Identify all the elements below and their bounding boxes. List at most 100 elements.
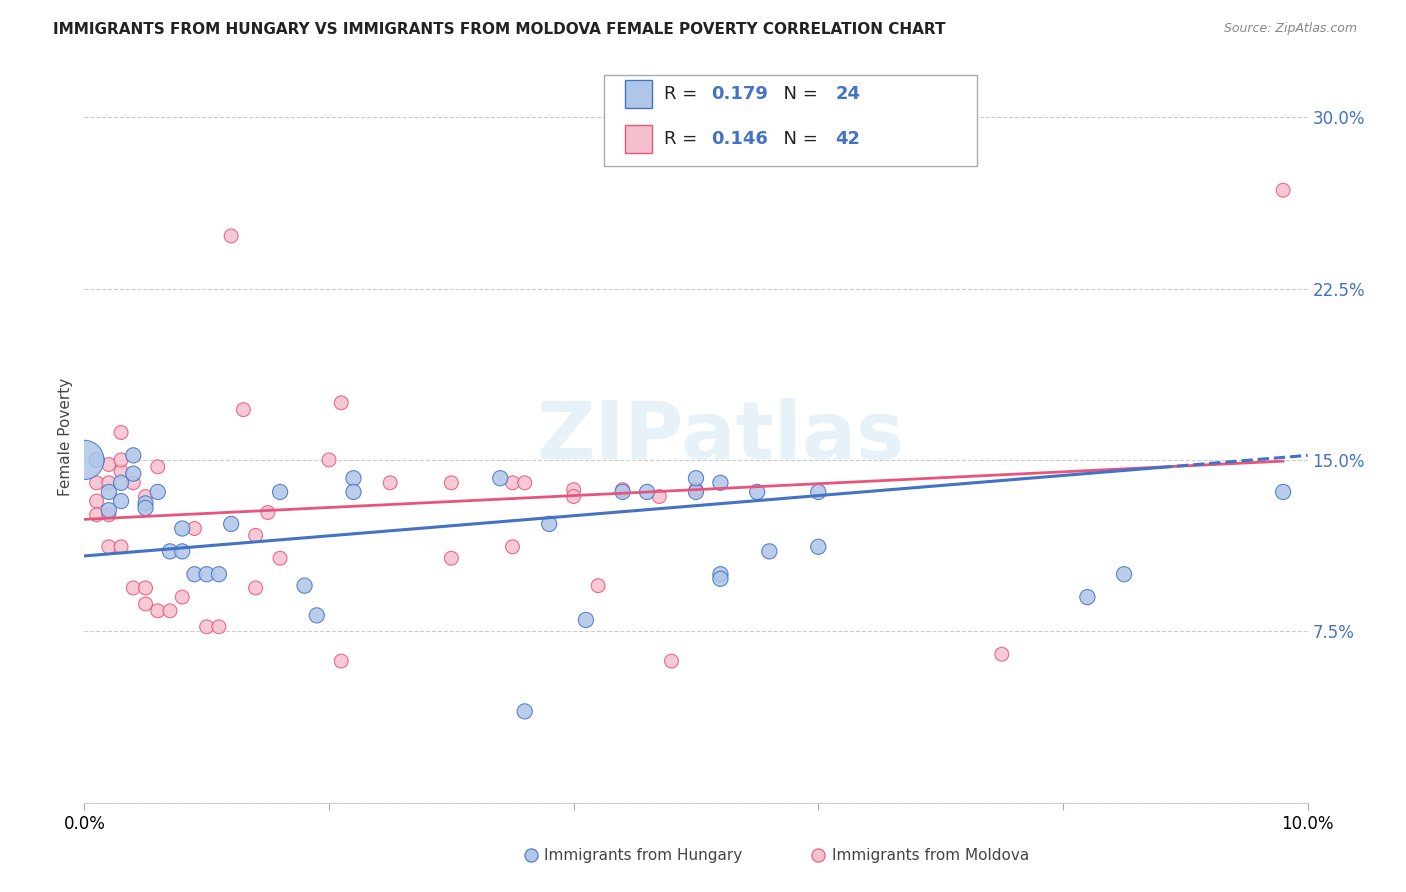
Point — [97, 485, 120, 500]
Point — [97, 458, 120, 472]
Text: N =: N = — [772, 130, 824, 148]
Text: 0.179: 0.179 — [710, 86, 768, 103]
Point — [159, 544, 181, 558]
Point — [183, 521, 205, 535]
Point — [709, 567, 731, 582]
Point — [122, 581, 145, 595]
Point — [97, 540, 120, 554]
Point — [172, 521, 194, 535]
Point — [305, 608, 328, 623]
Point — [807, 485, 830, 500]
Point — [953, 121, 976, 136]
Text: Immigrants from Moldova: Immigrants from Moldova — [832, 848, 1029, 863]
Point — [330, 654, 353, 668]
Point — [110, 464, 132, 478]
Point — [219, 229, 242, 244]
Point — [146, 485, 169, 500]
Text: R =: R = — [664, 86, 703, 103]
Point — [135, 490, 157, 504]
Point — [73, 453, 96, 467]
Point — [685, 471, 707, 485]
Point — [86, 508, 108, 522]
Point — [110, 494, 132, 508]
FancyBboxPatch shape — [626, 80, 652, 108]
Point — [648, 490, 671, 504]
Point — [330, 396, 353, 410]
Point — [636, 485, 658, 500]
FancyBboxPatch shape — [605, 75, 977, 167]
Point — [135, 496, 157, 510]
Point — [991, 647, 1014, 661]
Point — [538, 516, 561, 531]
Point — [513, 705, 536, 719]
Text: 24: 24 — [835, 86, 860, 103]
Point — [86, 475, 108, 490]
Point — [208, 567, 231, 582]
Point — [110, 425, 132, 440]
Point — [159, 604, 181, 618]
Point — [685, 485, 707, 500]
FancyBboxPatch shape — [626, 125, 652, 153]
Point — [172, 544, 194, 558]
Point — [245, 581, 267, 595]
Point — [1114, 567, 1136, 582]
Point — [380, 475, 402, 490]
Point — [110, 475, 132, 490]
Point — [135, 500, 157, 515]
Point — [758, 544, 780, 558]
Point — [342, 485, 364, 500]
Point — [1272, 183, 1295, 197]
Point — [1076, 590, 1098, 604]
Point — [110, 540, 132, 554]
Text: 0.146: 0.146 — [710, 130, 768, 148]
Point — [612, 485, 634, 500]
Point — [122, 475, 145, 490]
Text: 42: 42 — [835, 130, 860, 148]
Point — [122, 449, 145, 463]
Point — [257, 506, 280, 520]
Point — [97, 503, 120, 517]
Point — [110, 453, 132, 467]
Point — [747, 485, 769, 500]
Point — [232, 402, 254, 417]
Text: Immigrants from Hungary: Immigrants from Hungary — [544, 848, 742, 863]
Point — [183, 567, 205, 582]
Point — [86, 494, 108, 508]
Point — [489, 471, 512, 485]
Text: ZIPatlas: ZIPatlas — [536, 398, 904, 476]
Point — [269, 485, 291, 500]
Text: N =: N = — [772, 86, 824, 103]
Y-axis label: Female Poverty: Female Poverty — [58, 378, 73, 496]
Point — [208, 620, 231, 634]
Point — [195, 620, 218, 634]
Point — [342, 471, 364, 485]
Text: IMMIGRANTS FROM HUNGARY VS IMMIGRANTS FROM MOLDOVA FEMALE POVERTY CORRELATION CH: IMMIGRANTS FROM HUNGARY VS IMMIGRANTS FR… — [53, 22, 946, 37]
Point — [135, 597, 157, 611]
Point — [709, 572, 731, 586]
Text: Source: ZipAtlas.com: Source: ZipAtlas.com — [1223, 22, 1357, 36]
Point — [245, 528, 267, 542]
Point — [685, 483, 707, 497]
Point — [318, 453, 340, 467]
Point — [269, 551, 291, 566]
Point — [562, 490, 585, 504]
Point — [146, 459, 169, 474]
Point — [661, 654, 683, 668]
Point — [146, 604, 169, 618]
Point — [562, 483, 585, 497]
Point — [440, 551, 463, 566]
Point — [440, 475, 463, 490]
Point — [612, 483, 634, 497]
Point — [97, 475, 120, 490]
Point — [135, 581, 157, 595]
Point — [575, 613, 598, 627]
Point — [97, 508, 120, 522]
Point — [807, 540, 830, 554]
Point — [219, 516, 242, 531]
Point — [294, 579, 316, 593]
Text: R =: R = — [664, 130, 703, 148]
Point — [172, 590, 194, 604]
Point — [195, 567, 218, 582]
Point — [502, 540, 524, 554]
Point — [122, 467, 145, 481]
